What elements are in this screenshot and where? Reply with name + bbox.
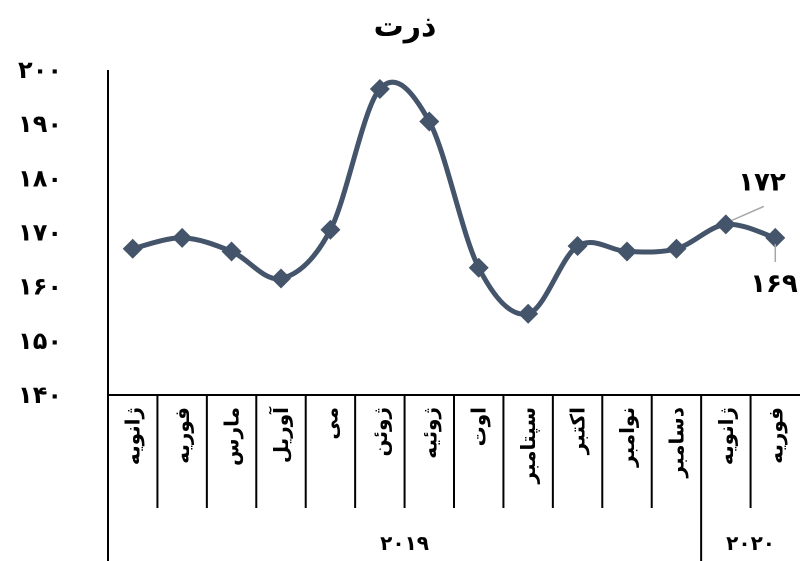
data-point-marker: [271, 268, 291, 289]
data-point-marker: [419, 111, 440, 132]
data-label: ۱۶۹: [750, 269, 798, 299]
series-line: [130, 79, 778, 317]
x-tick-label: آوریل: [268, 406, 293, 463]
label-leader-line: [731, 205, 765, 222]
year-group-label: ۲۰۱۹: [380, 531, 429, 555]
y-axis: ۱۴۰ ۱۵۰ ۱۶۰ ۱۷۰ ۱۸۰ ۱۹۰ ۲۰۰: [18, 56, 109, 561]
plot-area: [122, 78, 786, 324]
x-tick-label: ژانویه: [121, 407, 145, 465]
x-tick-label: ژانویه: [714, 407, 738, 465]
data-point-marker: [518, 303, 539, 324]
y-tick-label: ۱۵۰: [18, 327, 62, 355]
y-tick-label: ۱۶۰: [18, 273, 62, 301]
data-point-marker: [567, 236, 588, 257]
x-tick-label: می: [318, 407, 342, 440]
data-point-marker: [715, 214, 736, 235]
x-tick-label: دسامبر: [664, 407, 688, 478]
data-point-marker: [172, 227, 193, 248]
x-tick-label: اوت: [467, 407, 491, 446]
data-point-marker: [765, 227, 786, 248]
year-group-label: ۲۰۲۰: [726, 531, 775, 555]
data-point-marker: [617, 241, 637, 262]
data-point-marker: [369, 78, 390, 99]
x-tick-label: ژوئن: [368, 407, 392, 456]
data-point-marker: [221, 241, 242, 262]
data-point-marker: [468, 257, 489, 278]
y-tick-label: ۱۸۰: [18, 164, 62, 192]
x-tick-label: نوامبر: [615, 407, 639, 468]
x-tick-label: اکتبر: [566, 407, 590, 455]
data-label: ۱۷۲: [738, 167, 786, 197]
y-tick-label: ۲۰۰: [18, 56, 62, 84]
x-tick-label: فوریه: [170, 407, 194, 464]
data-labels: ۱۷۲ ۱۶۹: [731, 167, 798, 299]
x-tick-label: مارس: [220, 407, 244, 466]
x-tick-label: فوریه: [763, 407, 787, 464]
data-point-marker: [122, 238, 143, 259]
y-tick-label: ۱۷۰: [18, 219, 62, 247]
x-tick-label: ژوئیه: [417, 407, 441, 459]
y-tick-label: ۱۹۰: [18, 110, 62, 138]
x-tick-label: سپتامبر: [516, 407, 541, 485]
data-point-marker: [666, 238, 687, 259]
chart-title: ذرت: [374, 9, 437, 44]
data-point-marker: [320, 219, 341, 240]
x-axis: ژانویه فوریه مارس آوریل می ژوئن ژوئیه اوت سپتامب…: [108, 394, 800, 561]
y-tick-label: ۱۴۰: [18, 381, 62, 409]
